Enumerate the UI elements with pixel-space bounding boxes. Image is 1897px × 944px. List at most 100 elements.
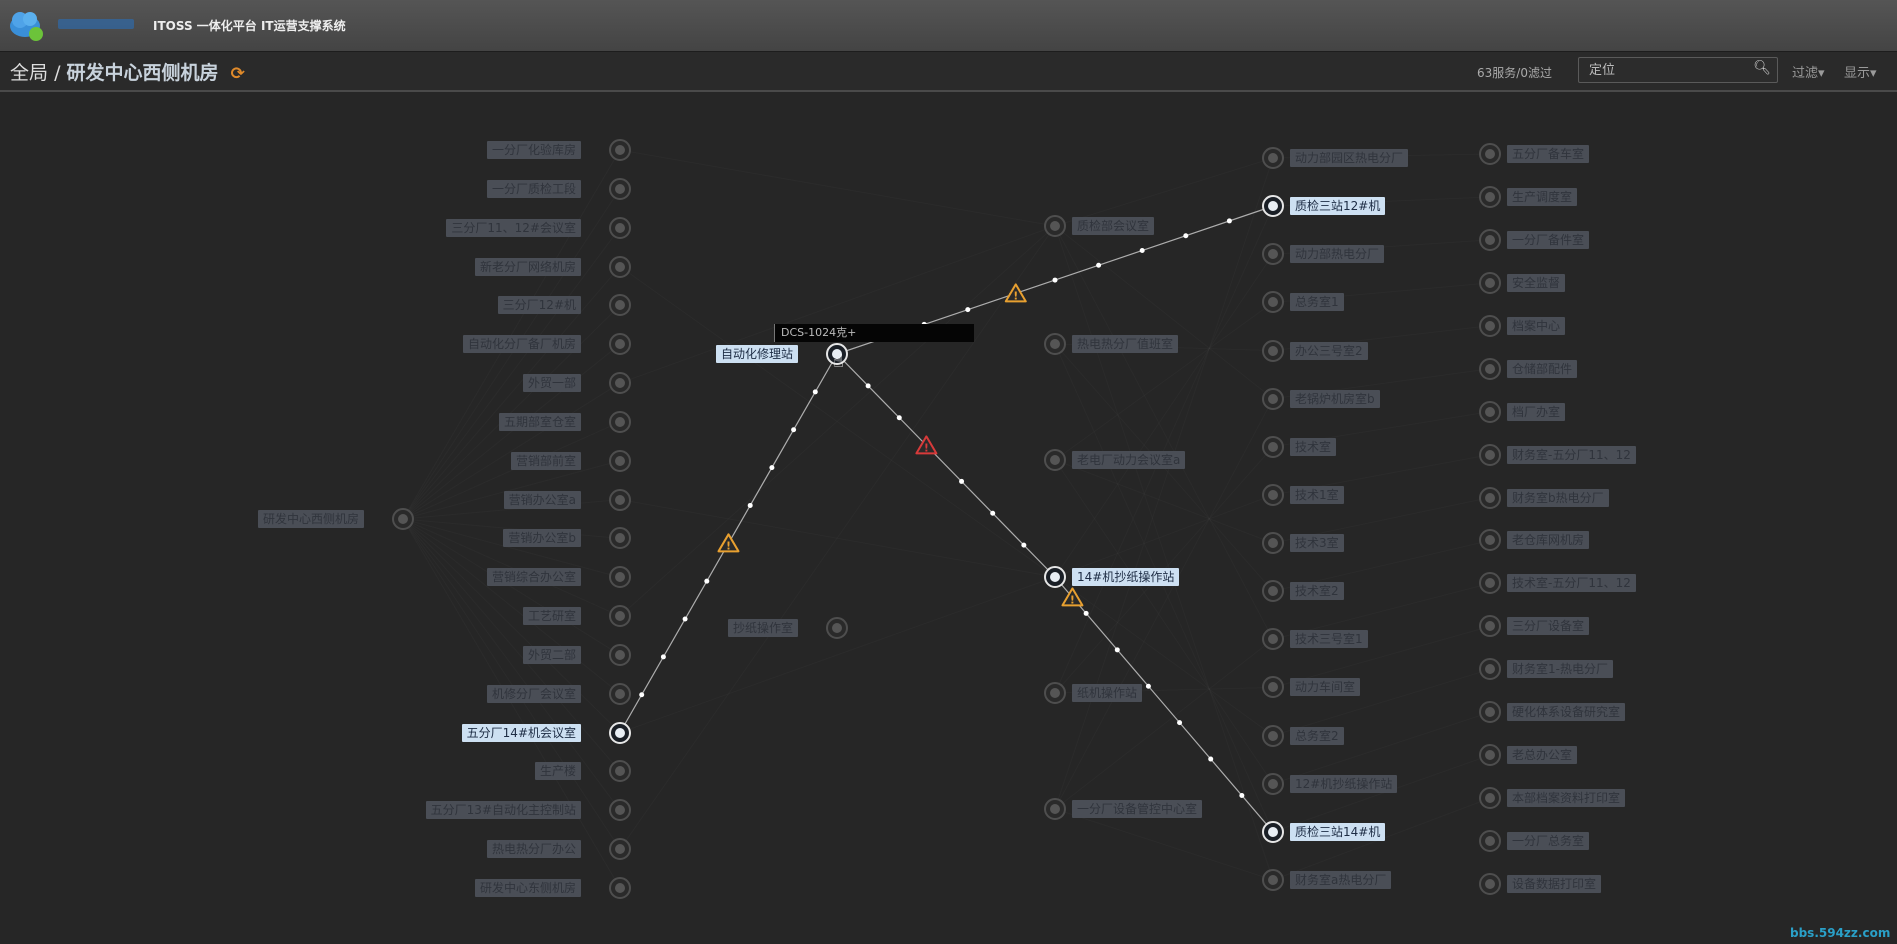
node-status-icon[interactable] (1479, 744, 1501, 767)
node-label[interactable]: 外贸一部 (522, 374, 581, 393)
node-status-icon[interactable] (609, 333, 631, 356)
node-status-icon[interactable] (1479, 486, 1501, 509)
node-status-icon[interactable] (1044, 798, 1066, 820)
node-label[interactable]: 硬化体系设备研究室 (1507, 703, 1626, 722)
node-status-icon[interactable] (1479, 185, 1501, 208)
node-label[interactable]: 动力部热电分厂 (1290, 245, 1385, 264)
node-label[interactable]: 老锅炉机房室b (1290, 389, 1380, 408)
node-status-icon[interactable] (609, 177, 631, 200)
node-label[interactable]: 质检三站14#机 (1290, 822, 1386, 841)
node-label[interactable]: 工艺研室 (522, 607, 581, 626)
node-status-icon[interactable] (1262, 772, 1284, 795)
node-label[interactable]: 安全监督 (1507, 273, 1566, 292)
node-status-icon[interactable] (609, 605, 631, 628)
node-status-icon[interactable] (1479, 228, 1501, 251)
node-status-icon[interactable] (1479, 873, 1501, 895)
node-status-icon[interactable] (1479, 143, 1501, 165)
display-menu[interactable]: 显示▾ (1844, 66, 1877, 81)
node-label[interactable]: 财务室b热电分厂 (1507, 488, 1609, 507)
node-label[interactable]: 一分厂质检工段 (486, 179, 581, 198)
node-label[interactable]: 五分厂14#机会议室 (461, 723, 581, 742)
node-label[interactable]: 三分厂12#机 (497, 296, 581, 315)
locate-input[interactable] (1587, 60, 1751, 80)
node-status-icon[interactable] (1262, 435, 1284, 458)
node-label[interactable]: 14#机抄纸操作站 (1072, 568, 1180, 586)
node-label[interactable]: 一分厂备件室 (1507, 230, 1590, 249)
node-label[interactable]: 设备数据打印室 (1507, 875, 1602, 893)
node-label[interactable]: 技术室 (1290, 437, 1337, 456)
node-status-icon[interactable] (1479, 529, 1501, 552)
node-label[interactable]: 财务室a热电分厂 (1290, 871, 1392, 889)
node-label[interactable]: 质检部会议室 (1072, 217, 1155, 235)
node-label[interactable]: 动力部园区热电分厂 (1290, 149, 1409, 167)
node-status-icon[interactable] (609, 838, 631, 861)
node-status-icon[interactable] (1479, 572, 1501, 595)
node-status-icon[interactable] (609, 877, 631, 899)
node-label[interactable]: 12#机抄纸操作站 (1290, 774, 1398, 793)
node-status-icon[interactable] (1479, 357, 1501, 380)
node-label[interactable]: 老总办公室 (1507, 746, 1578, 765)
node-status-icon[interactable] (609, 799, 631, 822)
node-status-icon[interactable] (609, 760, 631, 783)
node-label[interactable]: 营销办公室a (503, 490, 581, 509)
node-label[interactable]: 技术室-五分厂11、12 (1507, 574, 1636, 593)
node-label[interactable]: 研发中心东侧机房 (474, 879, 581, 897)
node-status-icon[interactable] (609, 372, 631, 395)
node-status-icon[interactable] (1479, 701, 1501, 724)
node-label[interactable]: 营销综合办公室 (486, 568, 581, 587)
node-status-icon[interactable] (609, 566, 631, 589)
node-status-icon[interactable] (1044, 566, 1066, 588)
node-label[interactable]: 技术室2 (1290, 582, 1344, 601)
node-label[interactable]: 总务室1 (1290, 293, 1344, 312)
node-status-icon[interactable] (1262, 339, 1284, 362)
node-label[interactable]: 抄纸操作室 (727, 619, 798, 637)
node-label[interactable]: 办公三号室2 (1290, 341, 1368, 360)
node-status-icon[interactable] (1262, 724, 1284, 747)
node-label[interactable]: 五分厂备车室 (1507, 145, 1590, 163)
node-label[interactable]: 总务室2 (1290, 726, 1344, 745)
node-label[interactable]: 营销部前室 (510, 451, 581, 470)
node-status-icon[interactable] (609, 682, 631, 705)
warning-alert-icon[interactable]: ! (1004, 283, 1027, 303)
node-label[interactable]: 老仓库网机房 (1507, 531, 1590, 550)
node-status-icon[interactable] (609, 294, 631, 317)
node-status-icon[interactable] (1262, 243, 1284, 266)
critical-alert-icon[interactable]: ! (915, 435, 938, 455)
node-status-icon[interactable] (1044, 333, 1066, 355)
node-status-icon[interactable] (609, 410, 631, 433)
node-label[interactable]: 营销办公室b (503, 529, 581, 548)
node-label[interactable]: 三分厂设备室 (1507, 617, 1590, 636)
node-label[interactable]: 仓储部配件 (1507, 359, 1578, 378)
node-status-icon[interactable] (1262, 483, 1284, 506)
node-label[interactable]: 一分厂设备管控中心室 (1072, 800, 1203, 818)
node-label[interactable]: 技术3室 (1290, 534, 1344, 553)
node-status-icon[interactable] (1479, 830, 1501, 853)
node-status-icon[interactable] (609, 721, 631, 744)
node-label[interactable]: 本部档案资料打印室 (1507, 789, 1626, 808)
node-label[interactable]: 财务室1-热电分厂 (1507, 660, 1613, 679)
node-label[interactable]: 纸机操作站 (1072, 684, 1143, 702)
node-label[interactable]: 财务室-五分厂11、12 (1507, 445, 1636, 464)
node-label[interactable]: 技术1室 (1290, 485, 1344, 504)
node-status-icon[interactable] (609, 643, 631, 666)
node-status-icon[interactable] (1262, 580, 1284, 603)
node-label[interactable]: 一分厂化验库房 (486, 141, 581, 159)
node-status-icon[interactable] (609, 216, 631, 239)
filter-menu[interactable]: 过滤▾ (1792, 66, 1825, 81)
node-status-icon[interactable] (1479, 443, 1501, 466)
node-label[interactable]: 档厂办室 (1507, 402, 1566, 421)
node-label[interactable]: 三分厂11、12#会议室 (446, 218, 581, 237)
node-status-icon[interactable] (1262, 532, 1284, 555)
refresh-icon[interactable]: ⟳ (230, 64, 245, 84)
node-label[interactable]: 生产调度室 (1507, 187, 1578, 206)
node-label[interactable]: 动力车间室 (1290, 678, 1361, 697)
node-label[interactable]: 五分厂13#自动化主控制站 (425, 801, 581, 820)
node-label[interactable]: 生产楼 (534, 762, 581, 781)
node-status-icon[interactable] (609, 527, 631, 550)
node-status-icon[interactable] (1262, 820, 1284, 843)
node-label[interactable]: 档案中心 (1507, 316, 1566, 335)
node-label[interactable]: 研发中心西侧机房 (257, 510, 364, 528)
node-status-icon[interactable] (1479, 787, 1501, 810)
warning-alert-icon[interactable]: ! (717, 533, 740, 553)
node-status-icon[interactable] (1262, 291, 1284, 314)
